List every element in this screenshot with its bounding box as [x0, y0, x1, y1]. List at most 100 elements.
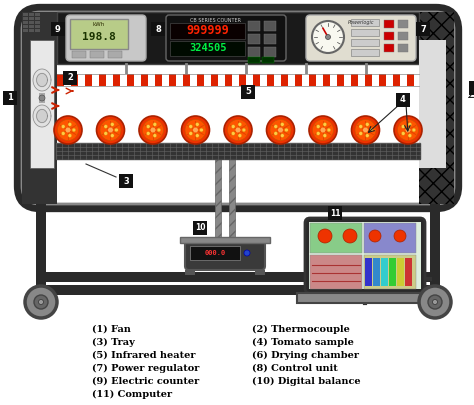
- Text: (3) Tray: (3) Tray: [92, 338, 135, 347]
- Circle shape: [318, 229, 332, 243]
- Bar: [35, 25, 40, 28]
- Circle shape: [278, 128, 283, 132]
- Circle shape: [231, 125, 235, 128]
- Circle shape: [355, 119, 376, 141]
- Bar: [72, 51, 86, 58]
- Circle shape: [72, 128, 76, 132]
- Polygon shape: [36, 73, 47, 87]
- Bar: [384, 44, 394, 52]
- Bar: [405, 258, 412, 286]
- Circle shape: [405, 128, 410, 132]
- Circle shape: [189, 132, 192, 135]
- Text: kWh: kWh: [93, 23, 105, 28]
- Bar: [23, 29, 28, 32]
- Bar: [419, 12, 454, 204]
- Bar: [419, 40, 446, 168]
- Circle shape: [408, 134, 411, 137]
- Circle shape: [195, 134, 199, 137]
- Bar: [310, 255, 362, 289]
- Bar: [185, 270, 195, 275]
- Bar: [63, 71, 77, 85]
- Circle shape: [115, 128, 118, 132]
- Circle shape: [68, 123, 72, 126]
- Bar: [23, 25, 28, 28]
- Circle shape: [352, 116, 380, 144]
- Circle shape: [25, 286, 57, 318]
- Text: 10: 10: [195, 224, 205, 232]
- Bar: [295, 74, 302, 86]
- Circle shape: [104, 125, 108, 128]
- Bar: [248, 21, 260, 31]
- Text: 7: 7: [420, 24, 426, 34]
- Bar: [365, 258, 372, 286]
- Text: CB SERIES COUNTER: CB SERIES COUNTER: [191, 17, 241, 23]
- Bar: [39, 93, 45, 103]
- Bar: [381, 258, 388, 286]
- FancyBboxPatch shape: [18, 8, 458, 208]
- Bar: [379, 74, 386, 86]
- FancyBboxPatch shape: [66, 15, 146, 61]
- Circle shape: [100, 119, 121, 141]
- Circle shape: [359, 125, 363, 128]
- Bar: [51, 22, 65, 36]
- Circle shape: [34, 295, 48, 309]
- Circle shape: [139, 116, 167, 144]
- Circle shape: [312, 119, 334, 141]
- Circle shape: [143, 119, 164, 141]
- Bar: [197, 74, 204, 86]
- Circle shape: [323, 134, 327, 137]
- Circle shape: [281, 123, 284, 126]
- Circle shape: [326, 34, 330, 40]
- Circle shape: [244, 250, 250, 256]
- Bar: [351, 39, 379, 46]
- Bar: [3, 91, 17, 105]
- Circle shape: [193, 128, 198, 132]
- Polygon shape: [36, 109, 47, 123]
- Bar: [30, 40, 54, 168]
- Circle shape: [365, 123, 369, 126]
- Text: (2) Thermocouple: (2) Thermocouple: [252, 325, 350, 334]
- Bar: [85, 74, 92, 86]
- Bar: [397, 258, 404, 286]
- Bar: [190, 246, 240, 260]
- Text: 1: 1: [7, 94, 13, 102]
- Circle shape: [281, 134, 284, 137]
- Circle shape: [238, 123, 242, 126]
- Circle shape: [432, 300, 438, 305]
- Bar: [396, 93, 410, 107]
- Bar: [71, 74, 78, 86]
- Circle shape: [157, 128, 161, 132]
- Bar: [170, 41, 245, 56]
- Bar: [36, 285, 440, 295]
- Circle shape: [327, 128, 331, 132]
- Text: (11) Computer: (11) Computer: [92, 390, 172, 399]
- Circle shape: [370, 128, 373, 132]
- FancyBboxPatch shape: [166, 15, 286, 61]
- Bar: [70, 19, 128, 49]
- Bar: [365, 74, 372, 86]
- Text: (5) Infrared heater: (5) Infrared heater: [92, 351, 195, 360]
- Circle shape: [238, 134, 242, 137]
- Circle shape: [363, 128, 368, 132]
- Bar: [267, 74, 274, 86]
- Circle shape: [195, 123, 199, 126]
- Bar: [384, 32, 394, 40]
- Bar: [35, 17, 40, 20]
- Bar: [239, 74, 246, 86]
- Circle shape: [185, 119, 206, 141]
- Circle shape: [270, 119, 291, 141]
- Text: 8: 8: [155, 24, 161, 34]
- Bar: [169, 74, 176, 86]
- Text: 198.8: 198.8: [82, 32, 116, 42]
- Circle shape: [104, 132, 108, 135]
- Bar: [323, 74, 330, 86]
- Bar: [393, 74, 400, 86]
- Circle shape: [242, 128, 246, 132]
- Circle shape: [182, 116, 210, 144]
- Circle shape: [54, 116, 82, 144]
- Bar: [264, 34, 276, 44]
- Bar: [180, 237, 270, 243]
- Bar: [215, 159, 221, 258]
- Polygon shape: [33, 105, 51, 127]
- Bar: [29, 29, 34, 32]
